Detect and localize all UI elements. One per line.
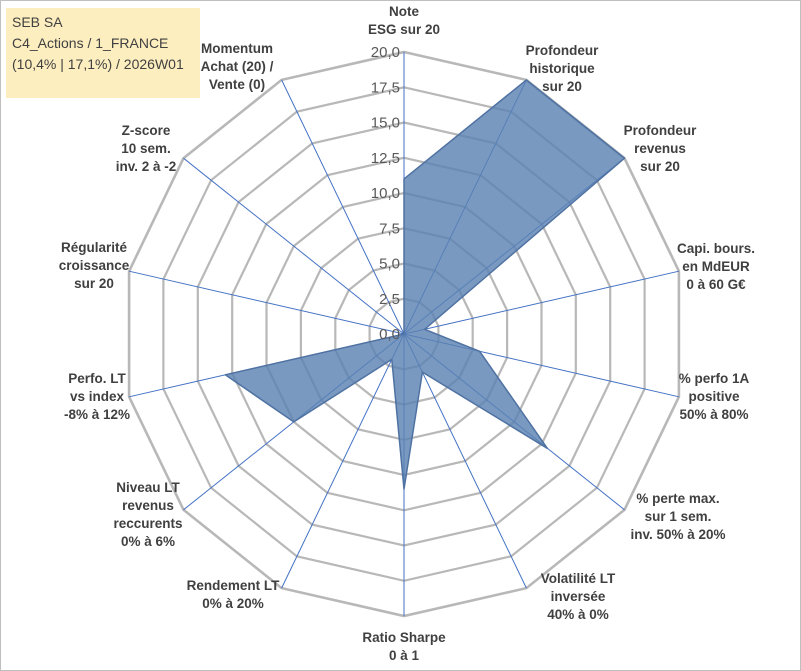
series-area [224, 79, 626, 490]
axis-spoke [403, 333, 527, 589]
axis-labels: Note ESG sur 20 Profondeur historique sur 20… [59, 4, 755, 663]
axis-label: Z-score 10 sem. inv. 2 à -2 [116, 123, 177, 174]
axis-label-line: sur 1 sem. [645, 509, 712, 524]
axis-label: % perte max. sur 1 sem. inv. 50% à 20% [630, 491, 725, 542]
axis-label-line: 0% à 6% [121, 534, 175, 549]
axis-label-line: ESG sur 20 [368, 22, 440, 37]
axis-label-line: % perfo 1A [679, 371, 750, 386]
axis-label-line: positive [688, 389, 740, 404]
axis-label-line: Note [389, 4, 419, 19]
axis-label-line: en MdEUR [682, 259, 750, 274]
axis-label-line: 50% à 80% [679, 407, 748, 422]
axis-label: Régularité croissance sur 20 [59, 240, 130, 291]
tick-label: 10,0 [371, 185, 400, 202]
axis-label-line: Capi. bours. [677, 241, 755, 256]
axis-spoke [183, 157, 405, 335]
tick-label: 12,5 [371, 150, 400, 167]
tick-label: 20,0 [371, 44, 400, 61]
axis-label-line: Perfo. LT [68, 371, 126, 386]
axis-label-line: Momentum [201, 41, 273, 56]
tick-label: 15,0 [371, 115, 400, 132]
axis-label-line: vs index [70, 389, 125, 404]
tick-label: 5,0 [379, 256, 400, 273]
axis-label-line: historique [529, 61, 595, 76]
axis-label-line: Niveau LT [116, 480, 180, 495]
axis-label: Profondeur revenus sur 20 [624, 123, 697, 174]
axis-label-line: Vente (0) [209, 77, 265, 92]
axis-label-line: Régularité [61, 240, 128, 255]
axis-label: Capi. bours. en MdEUR 0 à 60 G€ [677, 241, 755, 292]
tick-label: 0,0 [379, 326, 400, 343]
axis-label-line: Z-score [122, 123, 171, 138]
axis-label: Rendement LT 0% à 20% [187, 578, 281, 611]
axis-label-line: 0% à 20% [202, 596, 264, 611]
tick-label: 7,5 [379, 220, 400, 237]
axis-label-line: croissance [59, 258, 130, 273]
axis-label: Note ESG sur 20 [368, 4, 440, 37]
axis-label-line: Volatilité LT [541, 571, 616, 586]
axis-spoke [281, 333, 405, 589]
axis-label-line: inversée [551, 589, 606, 604]
axis-label-line: sur 20 [542, 79, 582, 94]
axis-label: % perfo 1A positive 50% à 80% [679, 371, 750, 422]
stats-label: (10,4% | 17,1%) / 2026W01 [12, 56, 184, 72]
axis-label-line: Profondeur [624, 123, 697, 138]
axis-label-line: revenus [634, 141, 686, 156]
axis-label: Profondeur historique sur 20 [526, 43, 599, 94]
axis-label-line: reccurents [113, 516, 182, 531]
axis-label-line: sur 20 [74, 276, 114, 291]
axis-label-line: inv. 50% à 20% [630, 527, 725, 542]
axis-label-line: sur 20 [640, 159, 680, 174]
axis-label-line: Rendement LT [187, 578, 281, 593]
axis-label: Momentum Achat (20) / Vente (0) [201, 41, 274, 92]
axis-label-line: 10 sem. [121, 141, 171, 156]
axis-label-line: Ratio Sharpe [362, 630, 446, 645]
axis-label: Niveau LT revenus reccurents 0% à 6% [113, 480, 182, 549]
tick-label: 2,5 [379, 291, 400, 308]
info-box: SEB SA C4_Actions / 1_FRANCE (10,4% | 17… [6, 8, 200, 98]
axis-label-line: 40% à 0% [547, 607, 609, 622]
axis-label-line: Achat (20) / [201, 59, 274, 74]
axis-label: Perfo. LT vs index -8% à 12% [64, 371, 130, 422]
radial-tick-labels: 0,0 2,5 5,0 7,5 10,0 12,5 15,0 17,5 20,0 [371, 44, 400, 343]
axis-label-line: Profondeur [526, 43, 599, 58]
category-label: C4_Actions / 1_FRANCE [12, 35, 169, 51]
axis-label-line: 0 à 60 G€ [686, 277, 746, 292]
axis-label-line: revenus [122, 498, 174, 513]
axis-spoke [403, 270, 680, 335]
axis-label-line: 0 à 1 [389, 648, 420, 663]
axis-label: Volatilité LT inversée 40% à 0% [541, 571, 616, 622]
axis-label-line: % perte max. [636, 491, 719, 506]
axis-spoke [281, 79, 405, 335]
tick-label: 17,5 [371, 79, 400, 96]
axis-spoke [128, 270, 405, 335]
company-name: SEB SA [12, 14, 63, 30]
axis-label-line: inv. 2 à -2 [116, 159, 177, 174]
axis-label: Ratio Sharpe 0 à 1 [362, 630, 446, 663]
axis-label-line: -8% à 12% [64, 407, 130, 422]
series-polygon [224, 79, 626, 490]
